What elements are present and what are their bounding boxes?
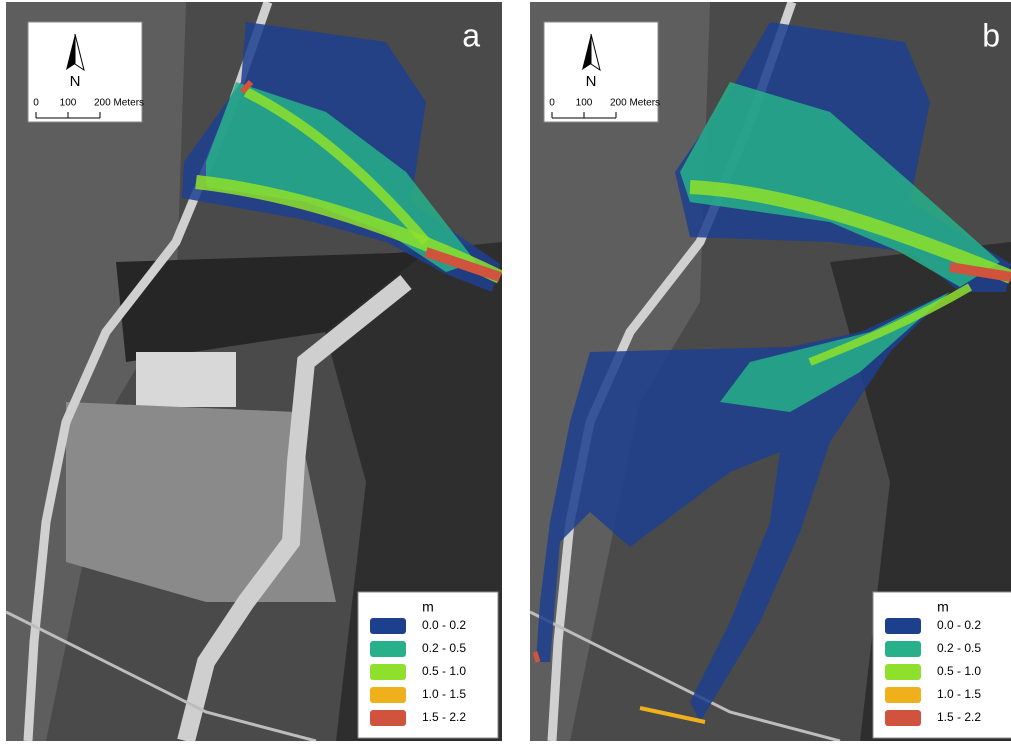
- legend-swatch: [885, 710, 921, 726]
- legend-swatch: [370, 618, 406, 634]
- scale-label: 0: [549, 98, 555, 109]
- legend-swatch: [885, 687, 921, 703]
- scale-label: 100: [60, 98, 77, 109]
- legend-label: 1.0 - 1.5: [937, 687, 981, 701]
- north-label: N: [70, 73, 81, 90]
- gutter: [502, 0, 530, 745]
- scale-label: 200 Meters: [94, 98, 144, 109]
- legend-label: 1.0 - 1.5: [422, 687, 466, 701]
- legend-label: 1.5 - 2.2: [422, 710, 466, 724]
- legend-label: 0.0 - 0.2: [422, 618, 466, 632]
- north-label: N: [586, 73, 597, 90]
- legend-swatch: [370, 687, 406, 703]
- legend-title: m: [422, 599, 434, 615]
- north-scale-box: N 0 100 200 Meters: [28, 22, 144, 122]
- legend-label: 0.0 - 0.2: [937, 618, 981, 632]
- legend-swatch: [885, 641, 921, 657]
- scale-label: 100: [576, 98, 593, 109]
- scale-label: 0: [33, 98, 39, 109]
- map-panel: b N 0 100 200 Meters m 0.0 - 0.2 0.2 - 0.5 0.5 -…: [530, 2, 1011, 741]
- legend: m 0.0 - 0.2 0.2 - 0.5 0.5 - 1.0 1.0 - 1.5 1.5…: [873, 592, 1011, 738]
- legend-swatch: [885, 664, 921, 680]
- north-scale-box: N 0 100 200 Meters: [544, 22, 660, 122]
- legend-label: 0.5 - 1.0: [422, 664, 466, 678]
- legend-title: m: [937, 599, 949, 615]
- legend-label: 0.2 - 0.5: [937, 641, 981, 655]
- legend: m 0.0 - 0.2 0.2 - 0.5 0.5 - 1.0 1.0 - 1.5 1.5…: [358, 592, 498, 738]
- legend-label: 1.5 - 2.2: [937, 710, 981, 724]
- legend-swatch: [370, 641, 406, 657]
- legend-swatch: [885, 618, 921, 634]
- scale-label: 200 Meters: [610, 98, 660, 109]
- legend-swatch: [370, 710, 406, 726]
- panel-label: b: [982, 17, 1000, 53]
- panel-label: a: [462, 17, 480, 53]
- legend-label: 0.5 - 1.0: [937, 664, 981, 678]
- legend-swatch: [370, 664, 406, 680]
- legend-label: 0.2 - 0.5: [422, 641, 466, 655]
- map-panel: a N 0 100 200 Meters m 0.0 - 0.2 0.2 - 0.5 0.5 -…: [6, 2, 502, 741]
- figure: a N 0 100 200 Meters m 0.0 - 0.2 0.2 - 0.5 0.5 -…: [0, 0, 1011, 745]
